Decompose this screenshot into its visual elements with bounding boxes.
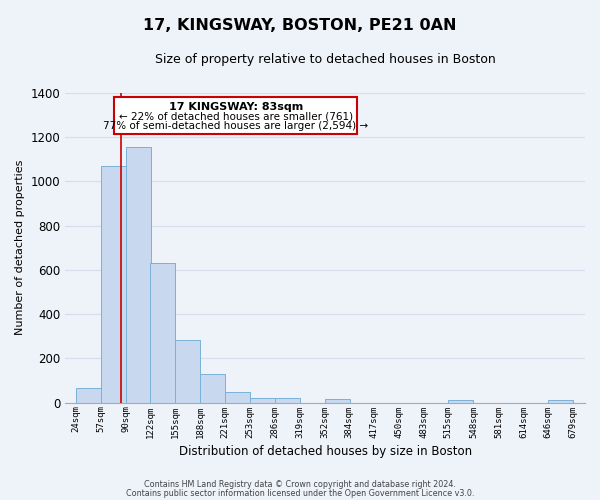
Bar bbox=[225, 392, 250, 402]
Y-axis label: Number of detached properties: Number of detached properties bbox=[15, 160, 25, 336]
Bar bbox=[115, 98, 358, 134]
Bar bbox=[200, 374, 225, 402]
Bar bbox=[275, 398, 299, 402]
Bar bbox=[150, 264, 175, 402]
Bar bbox=[548, 400, 573, 402]
Bar bbox=[101, 166, 126, 402]
X-axis label: Distribution of detached houses by size in Boston: Distribution of detached houses by size … bbox=[179, 444, 472, 458]
Bar bbox=[76, 388, 101, 402]
Bar bbox=[175, 340, 200, 402]
Bar bbox=[325, 398, 350, 402]
Bar bbox=[250, 398, 275, 402]
Text: ← 22% of detached houses are smaller (761): ← 22% of detached houses are smaller (76… bbox=[119, 112, 353, 122]
Text: 77% of semi-detached houses are larger (2,594) →: 77% of semi-detached houses are larger (… bbox=[103, 120, 368, 130]
Text: 17, KINGSWAY, BOSTON, PE21 0AN: 17, KINGSWAY, BOSTON, PE21 0AN bbox=[143, 18, 457, 32]
Bar bbox=[448, 400, 473, 402]
Text: Contains public sector information licensed under the Open Government Licence v3: Contains public sector information licen… bbox=[126, 488, 474, 498]
Title: Size of property relative to detached houses in Boston: Size of property relative to detached ho… bbox=[155, 52, 496, 66]
Text: Contains HM Land Registry data © Crown copyright and database right 2024.: Contains HM Land Registry data © Crown c… bbox=[144, 480, 456, 489]
Text: 17 KINGSWAY: 83sqm: 17 KINGSWAY: 83sqm bbox=[169, 102, 303, 112]
Bar bbox=[126, 147, 151, 403]
